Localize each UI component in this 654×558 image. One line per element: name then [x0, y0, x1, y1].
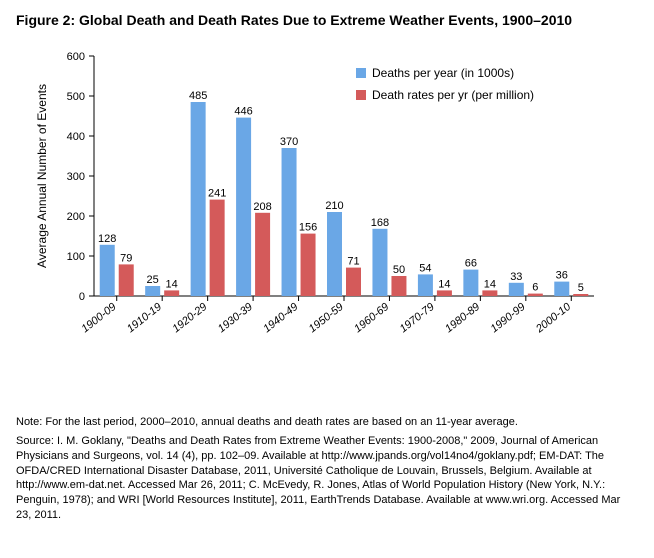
svg-text:14: 14	[438, 278, 450, 290]
svg-text:300: 300	[67, 171, 85, 183]
svg-text:14: 14	[484, 278, 496, 290]
bar-chart: 0 100 200 300 400 500 600 Average Annual Number…	[16, 46, 616, 386]
svg-text:485: 485	[189, 90, 207, 102]
svg-text:5: 5	[578, 282, 584, 294]
figure-title: Figure 2: Global Death and Death Rates D…	[16, 12, 638, 28]
svg-text:36: 36	[556, 270, 568, 282]
svg-text:50: 50	[393, 264, 405, 276]
svg-text:128: 128	[98, 233, 116, 245]
chart-container: 0 100 200 300 400 500 600 Average Annual Number…	[16, 46, 638, 391]
svg-text:446: 446	[234, 106, 252, 118]
svg-text:79: 79	[120, 252, 132, 264]
svg-text:14: 14	[166, 278, 178, 290]
svg-text:600: 600	[67, 51, 85, 63]
svg-text:54: 54	[419, 262, 431, 274]
svg-text:71: 71	[347, 256, 359, 268]
svg-text:6: 6	[532, 282, 538, 294]
chart-source: Source: I. M. Goklany, "Deaths and Death…	[16, 434, 638, 523]
svg-text:156: 156	[299, 222, 317, 234]
svg-text:25: 25	[147, 274, 159, 286]
svg-text:400: 400	[67, 131, 85, 143]
svg-text:33: 33	[510, 271, 522, 283]
svg-text:Deaths per year (in 1000s): Deaths per year (in 1000s)	[372, 66, 514, 80]
svg-text:208: 208	[253, 201, 271, 213]
svg-text:500: 500	[67, 91, 85, 103]
svg-text:Average Annual Number of Event: Average Annual Number of Events	[35, 84, 49, 268]
svg-text:66: 66	[465, 258, 477, 270]
svg-text:0: 0	[79, 291, 85, 303]
svg-text:241: 241	[208, 188, 226, 200]
svg-text:370: 370	[280, 136, 298, 148]
svg-text:Death rates per yr (per millio: Death rates per yr (per million)	[372, 88, 534, 102]
chart-note: Note: For the last period, 2000–2010, an…	[16, 415, 638, 430]
svg-text:210: 210	[325, 200, 343, 212]
svg-text:168: 168	[371, 217, 389, 229]
svg-text:100: 100	[67, 251, 85, 263]
svg-text:200: 200	[67, 211, 85, 223]
